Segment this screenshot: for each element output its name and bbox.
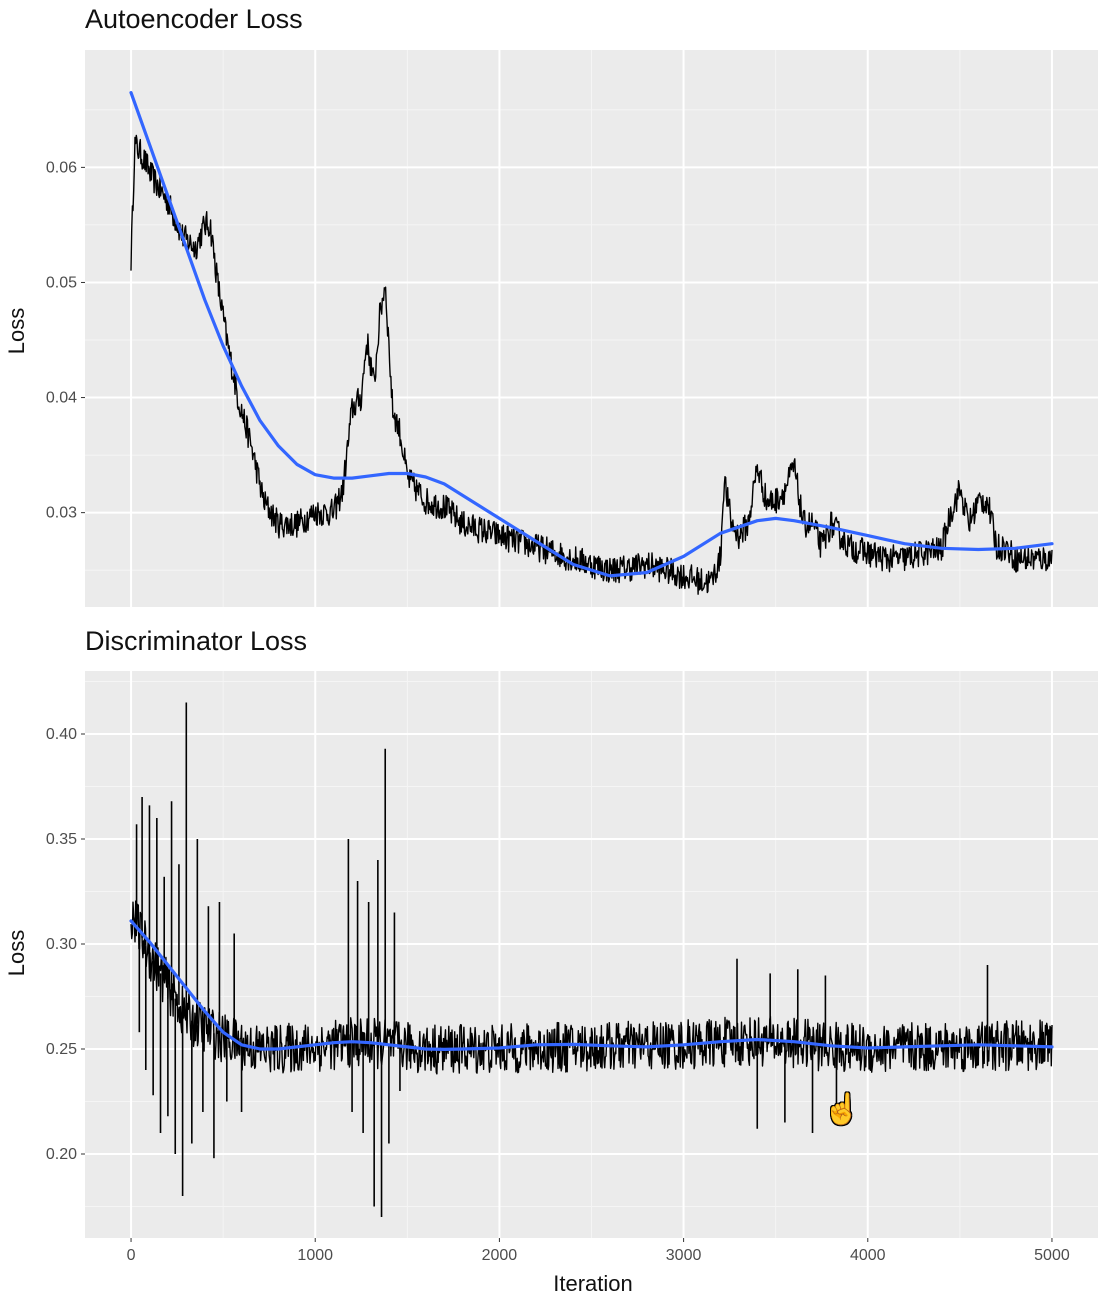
y-tick-label: 0.40 [46,726,77,743]
y-tick-label: 0.30 [46,936,77,953]
y-tick-label: 0.04 [46,390,77,407]
x-tick-label: 2000 [482,1247,518,1264]
y-tick-label: 0.05 [46,274,77,291]
raw-loss-line [130,900,1053,1075]
x-tick-label: 4000 [850,1247,886,1264]
y-tick-label: 0.03 [46,505,77,522]
series-group [129,90,1054,595]
smoothed-trend-line [129,919,1054,1052]
y-tick-label: 0.25 [46,1041,77,1058]
autoencoder-loss-panel: 0.03 0.04 0.05 0.06 [46,50,1098,607]
smoothed-trend-line [129,90,1054,578]
y-tick-label: 0.20 [46,1146,77,1163]
x-tick-label: 5000 [1034,1247,1070,1264]
x-axis-label: Iteration [553,1271,633,1296]
discriminator-loss-panel: 0.20 0.25 0.30 0.35 0.40 0 1000 2000 3000 4000 500… [46,671,1098,1264]
x-tick-label: 1000 [297,1247,333,1264]
discriminator-chart-title: Discriminator Loss [85,626,308,656]
y-tick-label: 0.35 [46,831,77,848]
y-tick-label: 0.06 [46,159,77,176]
autoencoder-chart-title: Autoencoder Loss [85,4,303,34]
hand-pointer-icon: ☝ [823,1093,861,1126]
x-tick-label: 3000 [666,1247,702,1264]
raw-loss-line [130,134,1053,595]
x-tick-label: 0 [127,1247,136,1264]
series-group [129,702,1054,1217]
